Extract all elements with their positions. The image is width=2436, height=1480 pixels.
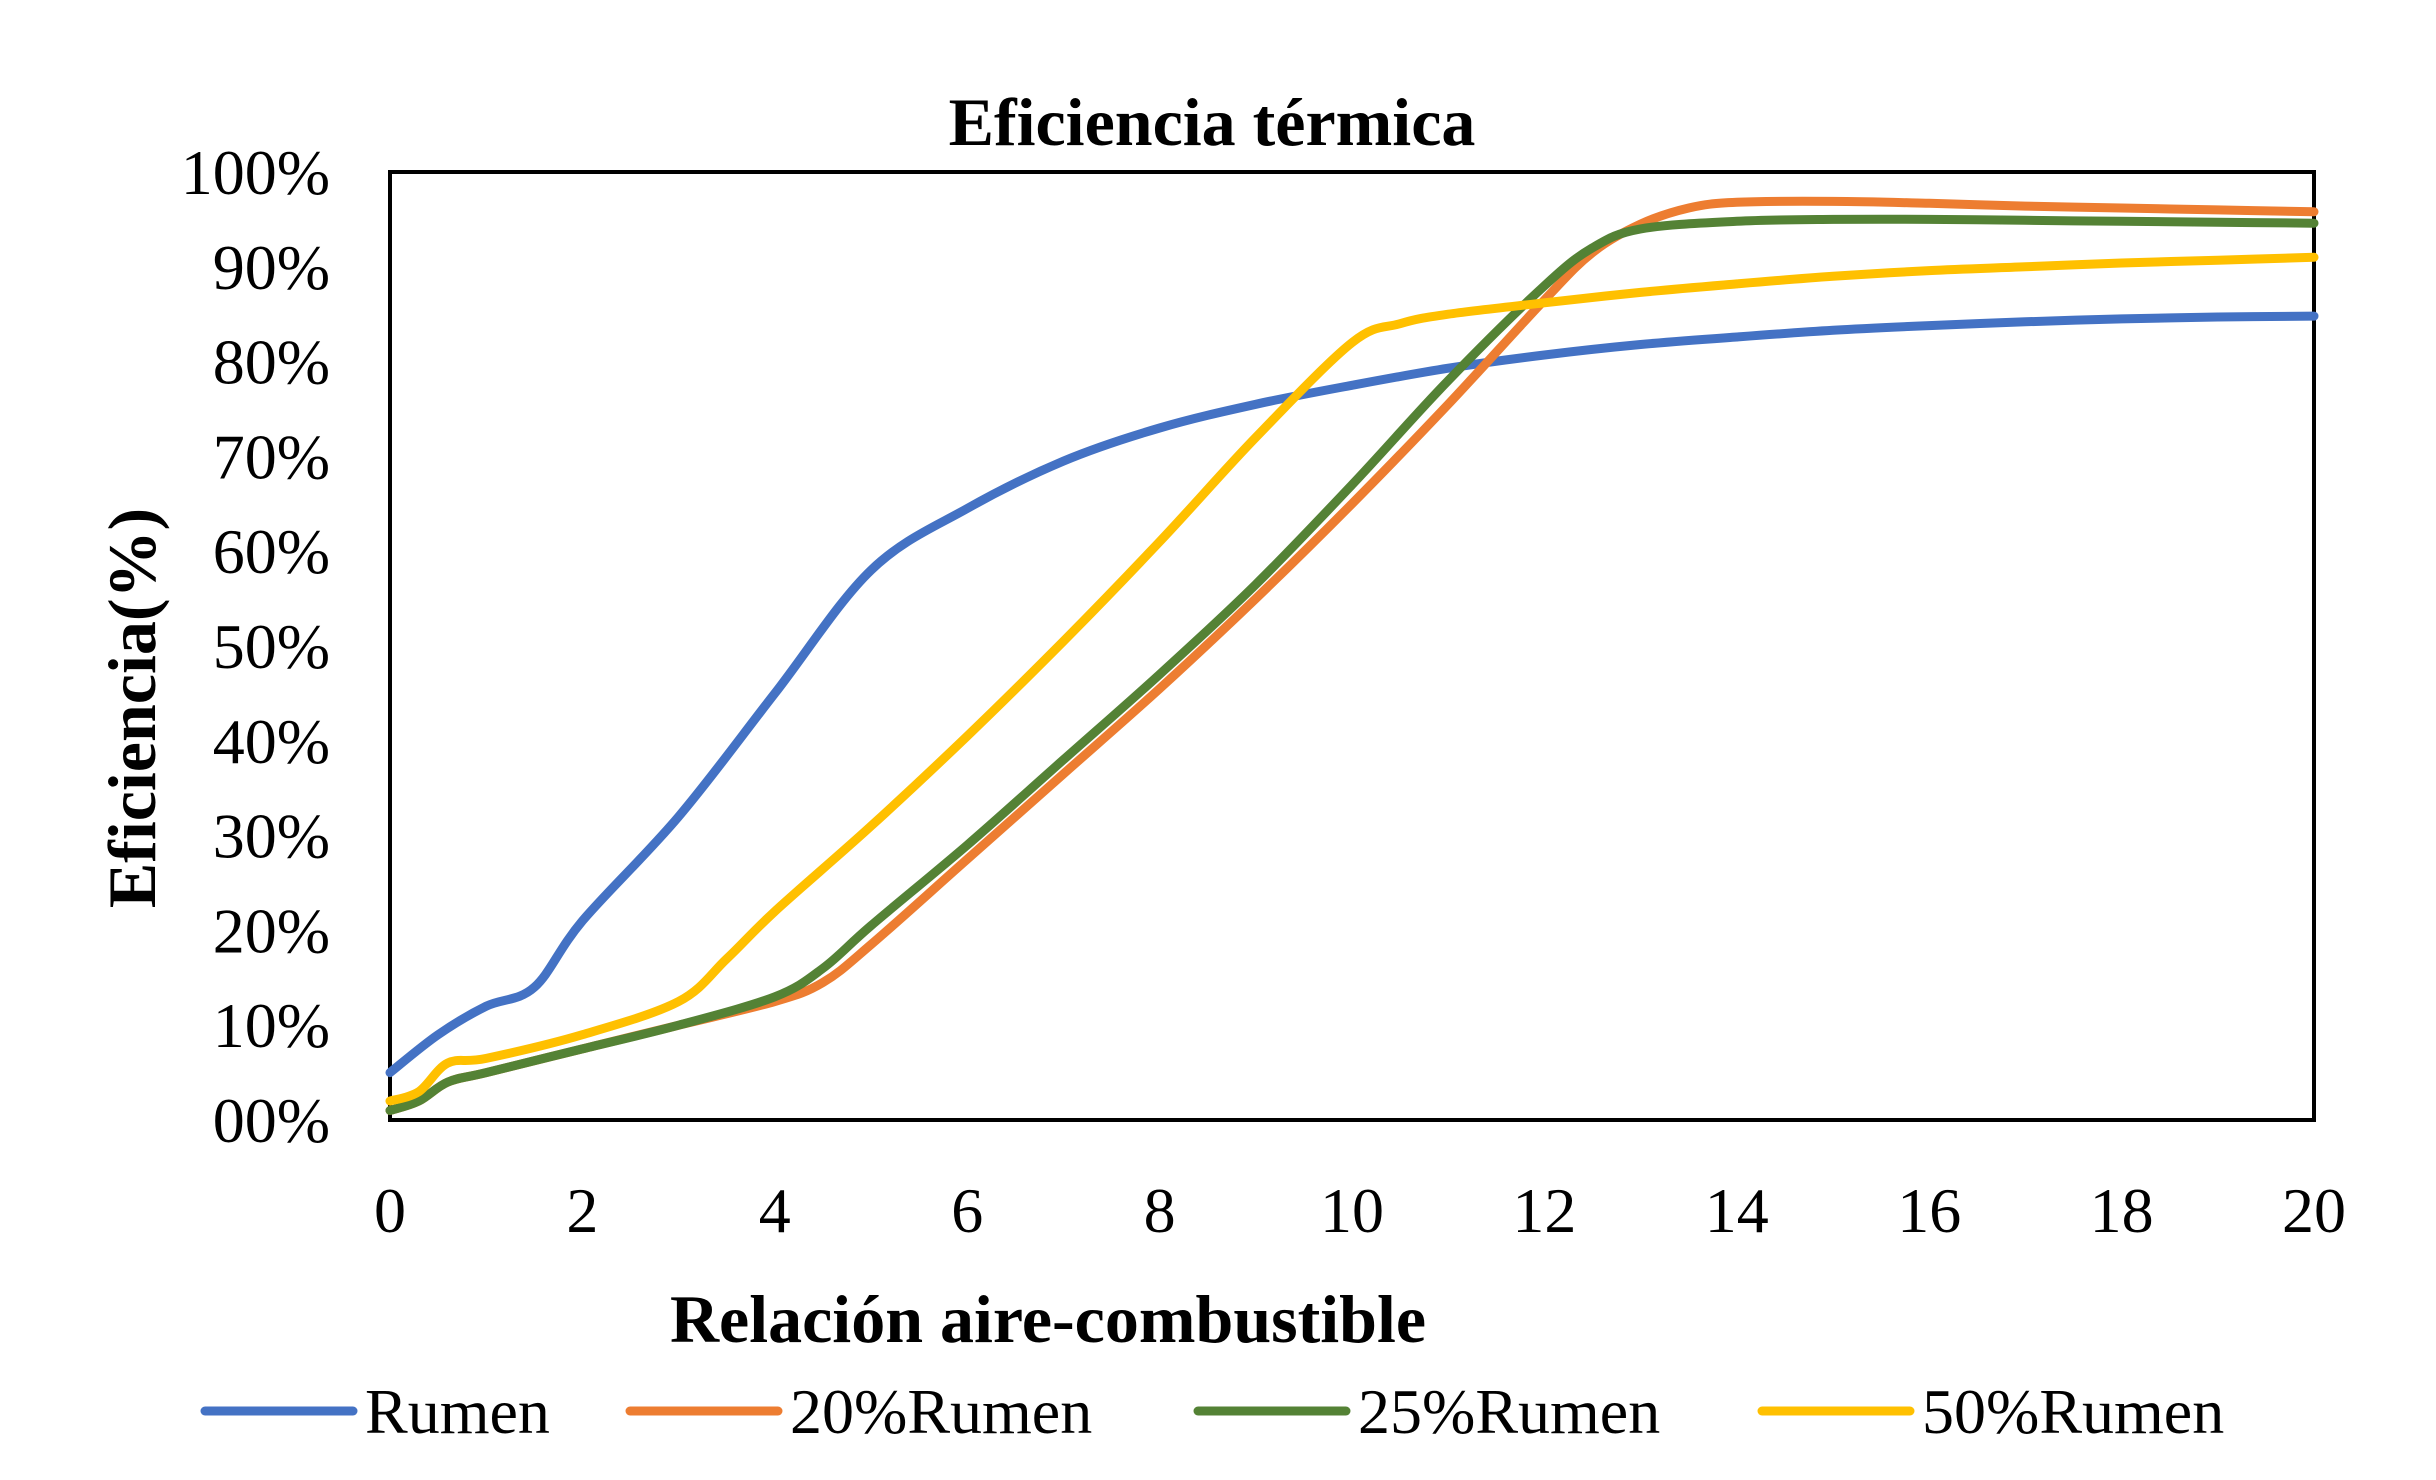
x-tick-label: 18 bbox=[2090, 1175, 2154, 1246]
legend-label: 50%Rumen bbox=[1922, 1376, 2224, 1447]
y-tick-label: 40% bbox=[213, 706, 330, 777]
x-tick-label: 4 bbox=[759, 1175, 791, 1246]
x-tick-label: 2 bbox=[566, 1175, 598, 1246]
series-lines bbox=[385, 196, 2319, 1115]
x-axis-ticks: 0 2 4 6 8 10 12 14 16 18 20 bbox=[374, 1175, 2346, 1246]
y-tick-label: 10% bbox=[213, 990, 330, 1061]
x-tick-label: 10 bbox=[1320, 1175, 1384, 1246]
y-tick-label: 60% bbox=[213, 516, 330, 587]
x-tick-label: 20 bbox=[2282, 1175, 2346, 1246]
y-tick-label: 100% bbox=[181, 137, 330, 208]
x-axis-label: Relación aire-combustible bbox=[670, 1281, 1426, 1357]
y-tick-label: 50% bbox=[213, 611, 330, 682]
y-tick-label: 20% bbox=[213, 895, 330, 966]
y-tick-label: 80% bbox=[213, 327, 330, 398]
legend: Rumen 20%Rumen 25%Rumen 50%Rumen bbox=[200, 1376, 2224, 1447]
series-line-50pct-rumen bbox=[385, 252, 2319, 1106]
y-tick-label: 90% bbox=[213, 232, 330, 303]
legend-label: 25%Rumen bbox=[1358, 1376, 1660, 1447]
y-axis-ticks: 00% 10% 20% 30% 40% 50% 60% 70% 80% 90% 100% bbox=[181, 137, 330, 1156]
chart-title: Eficiencia térmica bbox=[949, 84, 1476, 160]
x-tick-label: 8 bbox=[1144, 1175, 1176, 1246]
y-axis-label: Eficiencia(%) bbox=[94, 508, 170, 908]
series-line-25pct-rumen bbox=[385, 214, 2319, 1115]
legend-label: 20%Rumen bbox=[790, 1376, 1092, 1447]
y-tick-label: 00% bbox=[213, 1085, 330, 1156]
plot-area bbox=[388, 170, 2316, 1122]
x-tick-label: 0 bbox=[374, 1175, 406, 1246]
y-tick-label: 30% bbox=[213, 801, 330, 872]
y-tick-label: 70% bbox=[213, 421, 330, 492]
x-tick-label: 14 bbox=[1705, 1175, 1769, 1246]
x-tick-label: 6 bbox=[951, 1175, 983, 1246]
x-tick-label: 16 bbox=[1897, 1175, 1961, 1246]
series-line-rumen bbox=[385, 311, 2319, 1078]
legend-label: Rumen bbox=[365, 1376, 550, 1447]
x-tick-label: 12 bbox=[1512, 1175, 1576, 1246]
